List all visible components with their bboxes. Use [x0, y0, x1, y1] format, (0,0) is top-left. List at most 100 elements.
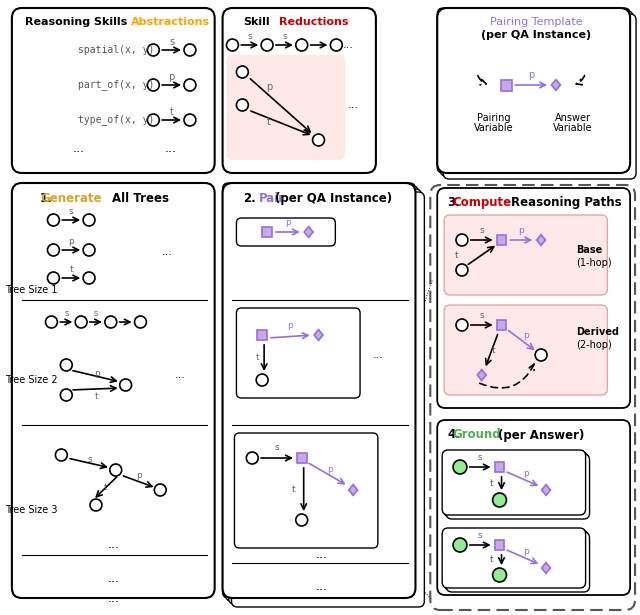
- FancyBboxPatch shape: [443, 14, 636, 179]
- Circle shape: [227, 39, 239, 51]
- Text: Variable: Variable: [553, 123, 593, 133]
- Circle shape: [47, 272, 60, 284]
- Polygon shape: [349, 485, 358, 496]
- Text: part_of(x, y): part_of(x, y): [78, 79, 154, 90]
- Circle shape: [75, 316, 87, 328]
- Polygon shape: [552, 79, 561, 90]
- FancyBboxPatch shape: [227, 55, 345, 160]
- FancyBboxPatch shape: [495, 540, 504, 550]
- Text: s: s: [479, 226, 484, 234]
- FancyBboxPatch shape: [36, 265, 116, 289]
- Text: p: p: [287, 320, 293, 330]
- FancyBboxPatch shape: [228, 189, 421, 604]
- Text: s: s: [69, 207, 74, 215]
- Polygon shape: [477, 370, 486, 381]
- Circle shape: [47, 214, 60, 226]
- Text: ...: ...: [343, 40, 354, 50]
- Text: Tree Size 3: Tree Size 3: [5, 505, 58, 515]
- Text: spatial(x, y): spatial(x, y): [78, 45, 154, 55]
- Circle shape: [184, 44, 196, 56]
- FancyBboxPatch shape: [497, 320, 506, 330]
- Circle shape: [105, 316, 116, 328]
- FancyBboxPatch shape: [437, 188, 630, 408]
- Text: Tree Size 2: Tree Size 2: [5, 375, 58, 385]
- Text: Tree Size 1: Tree Size 1: [5, 285, 58, 295]
- Text: s: s: [94, 309, 98, 317]
- Circle shape: [246, 452, 258, 464]
- Text: Reasoning Skills: Reasoning Skills: [25, 17, 127, 27]
- Circle shape: [134, 316, 147, 328]
- Circle shape: [456, 234, 468, 246]
- Text: t: t: [490, 555, 493, 565]
- Polygon shape: [314, 330, 323, 340]
- FancyBboxPatch shape: [36, 345, 165, 410]
- FancyBboxPatch shape: [442, 528, 586, 588]
- Circle shape: [236, 66, 248, 78]
- Circle shape: [147, 44, 159, 56]
- FancyBboxPatch shape: [36, 207, 116, 231]
- FancyBboxPatch shape: [437, 8, 630, 173]
- FancyBboxPatch shape: [440, 11, 633, 176]
- FancyBboxPatch shape: [223, 183, 415, 598]
- Text: ...: ...: [372, 350, 383, 360]
- Text: s: s: [88, 454, 92, 464]
- Text: t: t: [170, 107, 173, 117]
- Text: ...: ...: [348, 100, 358, 110]
- Text: p: p: [523, 469, 529, 478]
- Circle shape: [83, 214, 95, 226]
- Text: Compute: Compute: [452, 196, 511, 208]
- Polygon shape: [304, 226, 313, 237]
- Circle shape: [256, 374, 268, 386]
- Text: ...: ...: [175, 370, 186, 380]
- Text: t: t: [455, 250, 459, 260]
- Text: ...: ...: [108, 539, 120, 552]
- FancyBboxPatch shape: [446, 454, 589, 519]
- Text: ...: ...: [72, 141, 84, 154]
- Text: p: p: [266, 82, 272, 92]
- Text: p: p: [524, 330, 529, 339]
- Circle shape: [120, 379, 132, 391]
- Circle shape: [110, 464, 122, 476]
- FancyBboxPatch shape: [232, 192, 424, 607]
- Text: ...: ...: [316, 581, 328, 593]
- FancyBboxPatch shape: [262, 227, 272, 237]
- FancyBboxPatch shape: [442, 450, 586, 515]
- Text: (per QA Instance): (per QA Instance): [481, 30, 591, 40]
- Circle shape: [147, 79, 159, 91]
- FancyBboxPatch shape: [442, 528, 586, 588]
- Text: Answer: Answer: [555, 113, 591, 123]
- Circle shape: [83, 244, 95, 256]
- FancyBboxPatch shape: [12, 183, 214, 598]
- Circle shape: [296, 514, 308, 526]
- Circle shape: [453, 538, 467, 552]
- Text: Variable: Variable: [474, 123, 513, 133]
- Text: 3.: 3.: [447, 196, 460, 208]
- Text: t: t: [490, 479, 493, 488]
- FancyBboxPatch shape: [430, 185, 635, 610]
- Circle shape: [456, 319, 468, 331]
- Text: t: t: [267, 117, 271, 127]
- Circle shape: [312, 134, 324, 146]
- FancyBboxPatch shape: [36, 310, 165, 334]
- Text: Derived: Derived: [576, 327, 619, 337]
- FancyBboxPatch shape: [495, 462, 504, 472]
- Text: (per QA Instance): (per QA Instance): [275, 191, 392, 205]
- FancyBboxPatch shape: [497, 235, 506, 245]
- Text: ...: ...: [164, 141, 176, 154]
- Text: Reductions: Reductions: [279, 17, 348, 27]
- Text: p: p: [523, 547, 529, 556]
- FancyBboxPatch shape: [36, 237, 116, 261]
- Text: s: s: [477, 453, 482, 461]
- Text: t: t: [69, 264, 73, 274]
- FancyBboxPatch shape: [223, 8, 376, 173]
- FancyBboxPatch shape: [442, 450, 586, 515]
- Text: p: p: [68, 237, 74, 245]
- FancyBboxPatch shape: [223, 183, 415, 598]
- FancyBboxPatch shape: [297, 453, 307, 463]
- Text: p: p: [136, 472, 142, 480]
- Text: t: t: [255, 353, 259, 362]
- FancyBboxPatch shape: [444, 530, 588, 590]
- Circle shape: [47, 244, 60, 256]
- Text: t: t: [292, 485, 296, 493]
- Text: Abstractions: Abstractions: [131, 17, 210, 27]
